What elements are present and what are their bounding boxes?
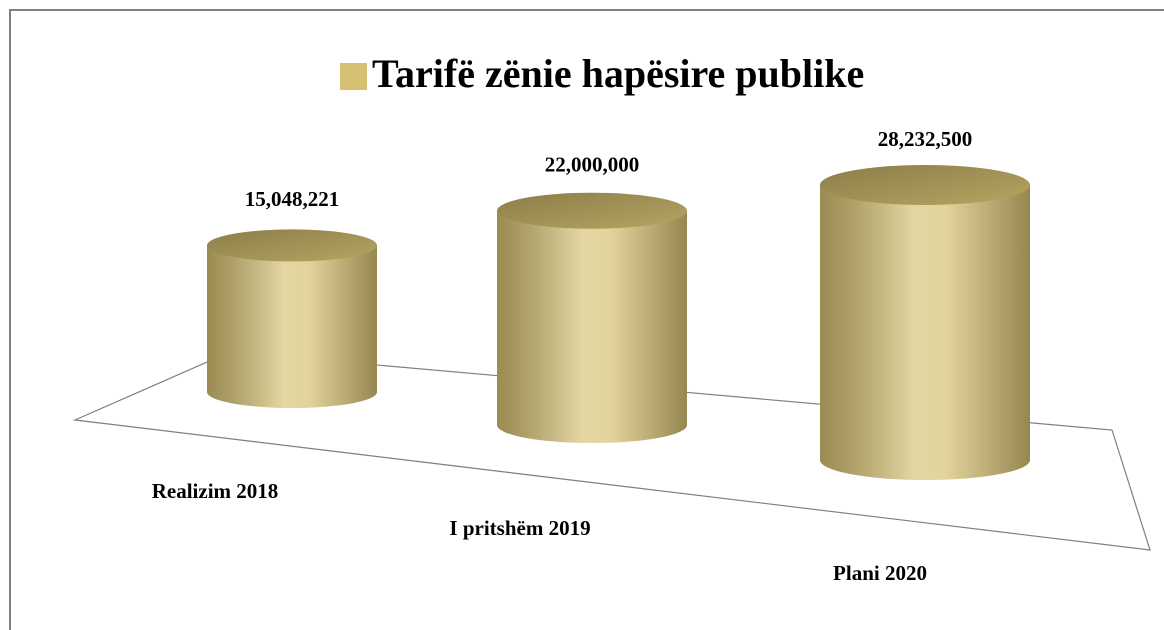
bar-shade [497, 210, 687, 443]
bar-top-shade [820, 165, 1030, 205]
bar-top-shade [497, 192, 687, 229]
x-tick-label: Plani 2020 [833, 561, 927, 585]
floor [72, 351, 1151, 551]
x-tick-label: I pritshëm 2019 [449, 516, 590, 540]
bar-shade [820, 185, 1030, 480]
x-tick-label: Realizim 2018 [152, 479, 279, 503]
bar-top-shade [207, 229, 377, 262]
chart-frame [9, 9, 1164, 630]
legend-label: Tarifë zënie hapësire publike [372, 51, 864, 96]
value-label: 28,232,500 [878, 127, 973, 151]
value-label: 15,048,221 [245, 187, 340, 211]
bar-shade [207, 245, 377, 408]
legend-swatch [340, 63, 367, 90]
value-label: 22,000,000 [545, 153, 640, 177]
